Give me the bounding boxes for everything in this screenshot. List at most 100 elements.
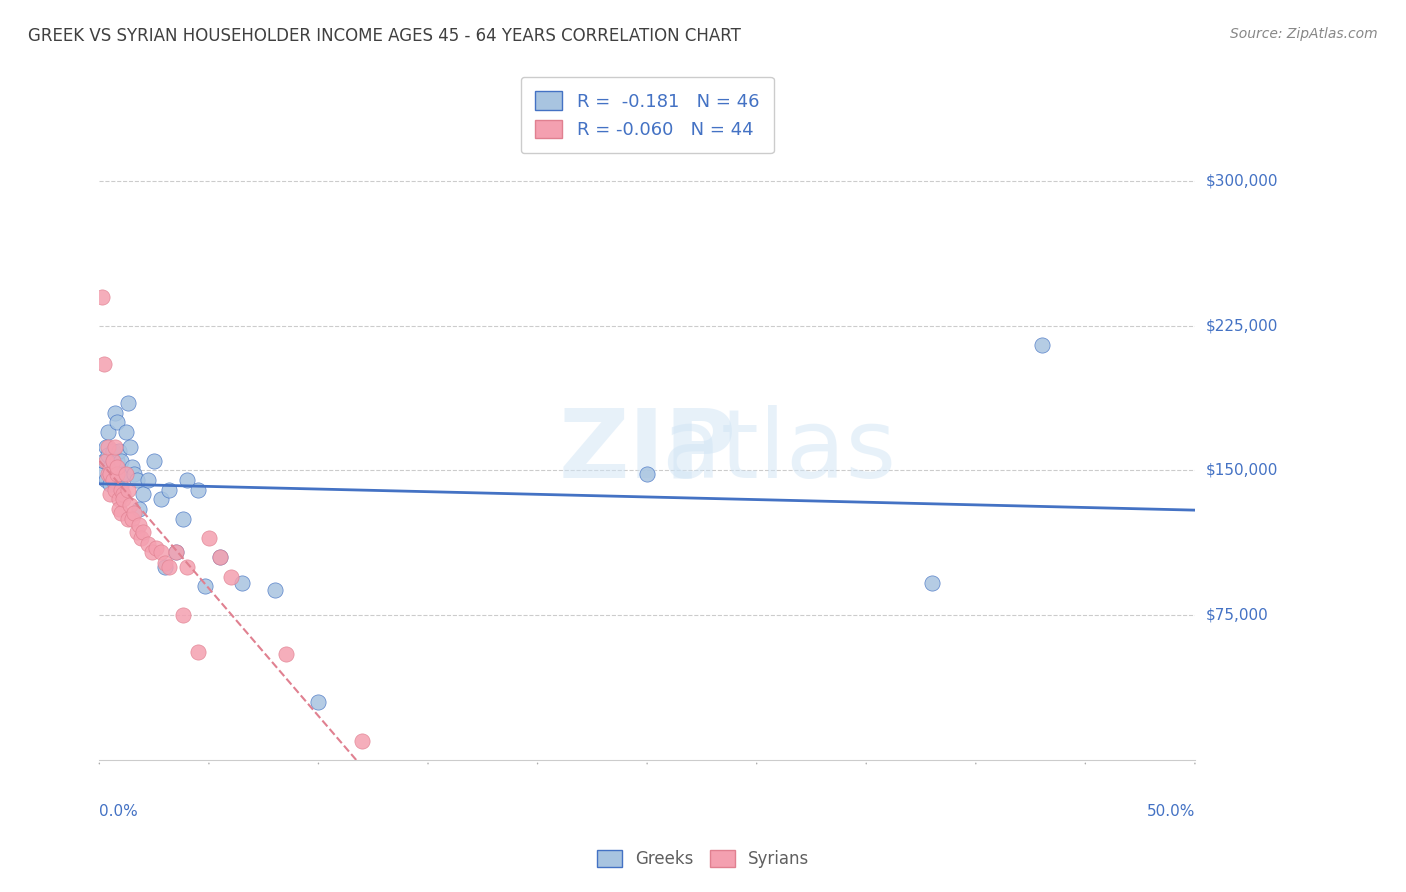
Point xyxy=(108,492,131,507)
Text: $150,000: $150,000 xyxy=(1206,463,1278,478)
Point xyxy=(98,477,121,491)
Text: $225,000: $225,000 xyxy=(1206,318,1278,333)
Text: Source: ZipAtlas.com: Source: ZipAtlas.com xyxy=(1230,27,1378,41)
Point xyxy=(117,483,139,497)
Legend: R =  -0.181   N = 46, R = -0.060   N = 44: R = -0.181 N = 46, R = -0.060 N = 44 xyxy=(520,77,773,153)
Point xyxy=(149,544,172,558)
Point xyxy=(110,454,132,468)
Point xyxy=(159,483,181,497)
Point xyxy=(172,512,194,526)
Point xyxy=(97,440,120,454)
Point xyxy=(105,459,128,474)
Point xyxy=(352,734,374,748)
Point xyxy=(1031,338,1053,352)
Point xyxy=(187,645,209,659)
Point xyxy=(118,498,141,512)
Point xyxy=(136,473,159,487)
Point xyxy=(125,525,148,540)
Text: 0.0%: 0.0% xyxy=(100,804,138,819)
Point xyxy=(90,289,112,303)
Point xyxy=(208,550,231,565)
Point xyxy=(153,556,176,570)
Point xyxy=(118,440,141,454)
Point xyxy=(132,525,155,540)
Point xyxy=(117,512,139,526)
Point xyxy=(128,517,150,532)
Point xyxy=(117,396,139,410)
Point xyxy=(98,459,121,474)
Point xyxy=(172,608,194,623)
Point xyxy=(101,454,124,468)
Point xyxy=(263,583,285,598)
Point xyxy=(636,467,658,482)
Point xyxy=(114,467,136,482)
Point xyxy=(136,537,159,551)
Point xyxy=(165,544,187,558)
Point xyxy=(93,357,115,371)
Point xyxy=(124,506,146,520)
Point xyxy=(97,467,120,482)
Point xyxy=(153,560,176,574)
Point xyxy=(176,473,198,487)
Point xyxy=(129,531,152,545)
Point xyxy=(104,477,127,491)
Point xyxy=(94,440,117,454)
Point xyxy=(98,486,121,500)
Point xyxy=(97,425,120,439)
Point xyxy=(108,502,131,516)
Text: 50.0%: 50.0% xyxy=(1146,804,1195,819)
Point xyxy=(143,454,166,468)
Point xyxy=(124,467,146,482)
Point xyxy=(94,473,117,487)
Point xyxy=(121,512,143,526)
Point xyxy=(101,454,124,468)
Point xyxy=(198,531,221,545)
Point xyxy=(112,467,135,482)
Point xyxy=(104,483,127,497)
Point xyxy=(108,473,131,487)
Point xyxy=(165,544,187,558)
Text: atlas: atlas xyxy=(661,405,896,498)
Point xyxy=(149,492,172,507)
Point xyxy=(308,695,330,709)
Point xyxy=(104,405,127,419)
Point xyxy=(98,467,121,482)
Point xyxy=(176,560,198,574)
Legend: Greeks, Syrians: Greeks, Syrians xyxy=(591,843,815,875)
Point xyxy=(125,473,148,487)
Point xyxy=(187,483,209,497)
Point xyxy=(108,444,131,458)
Point xyxy=(208,550,231,565)
Point xyxy=(105,467,128,482)
Point xyxy=(105,415,128,429)
Point xyxy=(101,473,124,487)
Point xyxy=(94,454,117,468)
Point xyxy=(90,467,112,482)
Point xyxy=(114,425,136,439)
Point xyxy=(159,560,181,574)
Point xyxy=(231,575,253,590)
Point xyxy=(921,575,943,590)
Point xyxy=(101,467,124,482)
Point xyxy=(112,486,135,500)
Point xyxy=(97,448,120,462)
Point xyxy=(121,459,143,474)
Point xyxy=(112,492,135,507)
Point xyxy=(193,579,215,593)
Point xyxy=(101,444,124,458)
Text: GREEK VS SYRIAN HOUSEHOLDER INCOME AGES 45 - 64 YEARS CORRELATION CHART: GREEK VS SYRIAN HOUSEHOLDER INCOME AGES … xyxy=(28,27,741,45)
Point xyxy=(141,544,163,558)
Point xyxy=(110,483,132,497)
Point xyxy=(104,440,127,454)
Point xyxy=(219,570,242,584)
Text: $75,000: $75,000 xyxy=(1206,608,1268,623)
Point xyxy=(93,454,115,468)
Point xyxy=(145,541,167,555)
Point xyxy=(105,454,128,468)
Point xyxy=(274,647,297,661)
Point xyxy=(98,467,121,482)
Point xyxy=(110,479,132,493)
Point xyxy=(110,506,132,520)
Point xyxy=(132,486,155,500)
Point xyxy=(128,502,150,516)
